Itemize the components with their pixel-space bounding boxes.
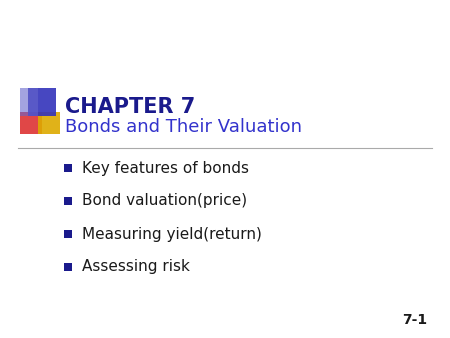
- Text: CHAPTER 7: CHAPTER 7: [65, 97, 195, 117]
- Bar: [64, 164, 72, 172]
- Text: 7-1: 7-1: [402, 313, 428, 327]
- Bar: [20, 88, 38, 116]
- Bar: [64, 230, 72, 238]
- Bar: [38, 112, 60, 134]
- Bar: [28, 88, 56, 116]
- Text: Assessing risk: Assessing risk: [82, 260, 190, 274]
- Text: Bond valuation(price): Bond valuation(price): [82, 193, 247, 209]
- Text: Measuring yield(return): Measuring yield(return): [82, 226, 262, 241]
- Bar: [64, 263, 72, 271]
- Bar: [20, 112, 42, 134]
- Bar: [64, 197, 72, 205]
- Text: Key features of bonds: Key features of bonds: [82, 161, 249, 175]
- Text: Bonds and Their Valuation: Bonds and Their Valuation: [65, 118, 302, 136]
